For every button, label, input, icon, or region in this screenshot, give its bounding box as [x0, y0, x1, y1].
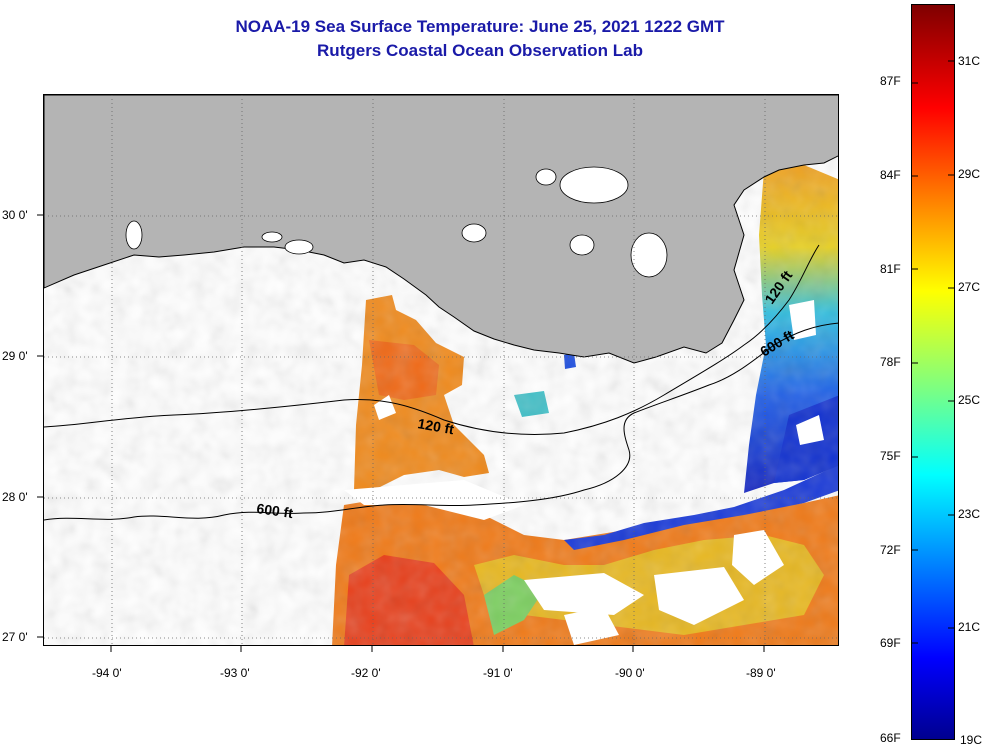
- colorbar-c-label: 25C: [958, 393, 981, 407]
- cloud-patch: [344, 480, 524, 520]
- lake-salvador: [569, 234, 595, 256]
- temperature-colorbar: [911, 4, 955, 740]
- contour-600ft-west: [44, 322, 838, 521]
- contour-label-120ft: 120 ft: [416, 415, 455, 437]
- land-mass: [44, 95, 838, 364]
- map-title: NOAA-19 Sea Surface Temperature: June 25…: [235, 17, 725, 36]
- cloud-patch: [564, 607, 619, 645]
- cloud-patch: [789, 300, 816, 340]
- lon-label: -94 0': [92, 666, 122, 680]
- lon-label: -90 0': [615, 666, 645, 680]
- colorbar-c-label: 23C: [958, 507, 981, 521]
- contour-120ft-west: [44, 244, 820, 435]
- barataria-bay: [630, 232, 668, 278]
- colorbar-gradient: [912, 5, 954, 739]
- colorbar-f-label: 69F: [880, 636, 901, 650]
- lon-label: -89 0': [746, 666, 776, 680]
- lat-label: 28 0': [2, 490, 28, 504]
- colorbar-c-label: 21C: [958, 620, 981, 634]
- colorbar-f-label: 78F: [880, 355, 901, 369]
- cloud-patch: [654, 567, 744, 625]
- colorbar-f-label: 66F: [880, 731, 901, 745]
- lon-label: -93 0': [220, 666, 250, 680]
- lat-label: 30 0': [2, 208, 28, 222]
- lat-label: 29 0': [2, 349, 28, 363]
- lat-label: 27 0': [2, 630, 28, 644]
- cloud-patch: [374, 395, 396, 420]
- colorbar-c-label: 27C: [958, 280, 981, 294]
- lon-label: -91 0': [483, 666, 513, 680]
- colorbar-c-label: 19C: [960, 733, 983, 747]
- colorbar-c-label: 29C: [958, 167, 981, 181]
- calcasieu-lake: [125, 220, 143, 250]
- cloud-patch: [524, 573, 644, 615]
- colorbar-f-label: 72F: [880, 543, 901, 557]
- graticule: [44, 95, 838, 645]
- lake-pontchartrain: [559, 166, 629, 204]
- sst-map: 120 ft 600 ft 120 ft 600 ft: [43, 94, 839, 646]
- grand-lake: [284, 239, 314, 255]
- bayou-lake: [461, 223, 487, 243]
- map-subtitle: Rutgers Coastal Ocean Observation Lab: [317, 41, 643, 60]
- colorbar-f-label: 75F: [880, 449, 901, 463]
- cloud-patch: [732, 530, 784, 585]
- lon-label: -92 0': [351, 666, 381, 680]
- white-lake: [261, 231, 283, 243]
- colorbar-c-label: 31C: [958, 54, 981, 68]
- lake-maurepas: [535, 168, 557, 186]
- colorbar-f-label: 81F: [880, 262, 901, 276]
- colorbar-f-label: 87F: [880, 74, 901, 88]
- contour-label-600ft: 600 ft: [256, 500, 295, 521]
- inland-water: [125, 166, 668, 278]
- cloud-patch: [796, 415, 824, 445]
- colorbar-f-label: 84F: [880, 168, 901, 182]
- cloud-layer: [344, 300, 824, 645]
- isobaths: [44, 244, 838, 521]
